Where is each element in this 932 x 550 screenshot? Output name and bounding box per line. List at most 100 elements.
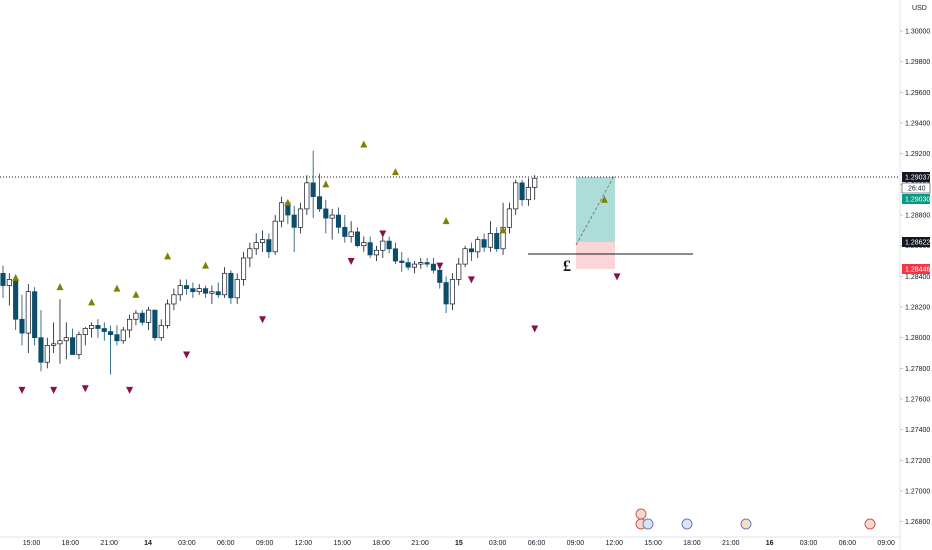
down-triangle-icon: [18, 386, 26, 394]
price-axis[interactable]: [900, 0, 932, 550]
x-tick-label: 15:00: [644, 540, 662, 547]
candle-bull: [222, 272, 228, 296]
y-tick-label: 1.30000: [905, 29, 930, 36]
candle-bull: [133, 312, 139, 320]
x-tick-label: 14: [144, 540, 152, 547]
candle-bull: [6, 279, 12, 286]
candle-bull: [304, 182, 310, 210]
up-triangle-icon: [360, 140, 368, 148]
candle-bear: [215, 291, 221, 296]
candle-bull: [165, 303, 171, 326]
candle-bull: [234, 279, 240, 299]
y-tick-label: 1.27000: [905, 489, 930, 496]
candle-bear: [316, 196, 323, 210]
candle-bull: [462, 248, 468, 265]
take-profit-badge: [902, 194, 930, 204]
candle-bear: [342, 226, 348, 237]
candle-bull: [456, 263, 462, 280]
candle-bear: [203, 288, 209, 294]
x-tick-label: 06:00: [839, 540, 857, 547]
candle-bear: [494, 233, 500, 250]
entry-badge: [902, 237, 930, 247]
us-flag-icon[interactable]: [642, 518, 654, 530]
candle-bull: [329, 214, 335, 219]
candle-bull: [57, 340, 63, 345]
last-price-badge: [902, 172, 930, 182]
up-triangle-icon: [164, 252, 172, 260]
candle-bull: [449, 279, 455, 305]
candlesticks: [0, 150, 538, 375]
candle-bull: [120, 329, 126, 342]
candle-bear: [70, 337, 76, 355]
x-tick-label: 18:00: [683, 540, 701, 547]
up-triangle-icon: [442, 217, 450, 225]
candle-bull: [411, 263, 418, 268]
x-tick-label: 15: [455, 540, 463, 547]
candle-bear: [228, 272, 234, 299]
x-tick-label: 21:00: [411, 540, 429, 547]
x-tick-label: 09:00: [256, 540, 274, 547]
x-tick-label: 09:00: [877, 540, 895, 547]
us-flag-icon[interactable]: [864, 518, 876, 530]
entry-label: 1.28622: [905, 240, 930, 247]
candle-bull: [253, 242, 259, 250]
candle-bull: [418, 262, 424, 265]
down-triangle-icon: [183, 351, 191, 359]
x-tick-label: 12:00: [295, 540, 313, 547]
candle-bull: [127, 318, 133, 331]
candle-bear: [481, 239, 487, 248]
candle-bull: [44, 345, 50, 363]
candle-bear: [139, 312, 145, 323]
candle-bear: [437, 269, 443, 283]
candle-bull: [196, 288, 202, 293]
down-triangle-icon: [613, 273, 621, 281]
candle-bull: [487, 233, 493, 248]
up-triangle-icon: [284, 198, 292, 206]
y-tick-label: 1.27200: [905, 458, 930, 465]
us-flag-icon[interactable]: [740, 518, 752, 530]
candle-bull: [475, 239, 481, 253]
up-triangle-icon: [88, 298, 96, 306]
take-profit-label: 1.29030: [905, 197, 930, 204]
candle-bull: [177, 285, 183, 296]
candle-bull: [82, 328, 88, 335]
long-position-tool[interactable]: [575, 175, 615, 269]
y-tick-label: 1.28800: [905, 213, 930, 220]
x-tick-label: 21:00: [100, 540, 118, 547]
down-triangle-icon: [531, 325, 539, 333]
x-tick-label: 06:00: [217, 540, 235, 547]
price-labels: 1.29037 26:40 1.29030 1.28622 1.28446: [901, 172, 930, 274]
pound-sign-icon: £: [563, 258, 571, 275]
countdown-label: 26:40: [908, 186, 926, 193]
y-tick-label: 1.27800: [905, 366, 930, 373]
candle-bear: [38, 337, 44, 363]
x-tick-label: 12:00: [605, 540, 623, 547]
candle-bull: [158, 325, 164, 339]
up-triangle-icon: [12, 273, 20, 281]
x-tick-label: 15:00: [23, 540, 41, 547]
candle-bull: [361, 242, 367, 247]
x-tick-label: 03:00: [178, 540, 196, 547]
x-tick-label: 06:00: [528, 540, 546, 547]
candle-bull: [348, 231, 354, 237]
up-triangle-icon: [56, 283, 64, 291]
y-tick-label: 1.29400: [905, 121, 930, 128]
gb-flag-icon[interactable]: [635, 508, 647, 520]
x-tick-label: 18:00: [372, 540, 390, 547]
down-triangle-icon: [126, 386, 134, 394]
down-triangle-icon: [259, 316, 267, 324]
candle-bear: [184, 285, 190, 289]
x-tick-label: 18:00: [62, 540, 80, 547]
candle-bear: [424, 262, 430, 265]
candle-bear: [405, 262, 411, 268]
events-row[interactable]: [635, 508, 876, 530]
us-flag-icon[interactable]: [681, 518, 693, 530]
up-triangle-icon: [600, 195, 608, 203]
stop-loss-zone[interactable]: [576, 242, 615, 269]
x-tick-label: 16: [766, 540, 774, 547]
candle-bull: [272, 220, 278, 253]
candle-bull: [63, 337, 69, 342]
candle-bear: [152, 309, 158, 339]
up-triangle-icon: [132, 290, 140, 298]
